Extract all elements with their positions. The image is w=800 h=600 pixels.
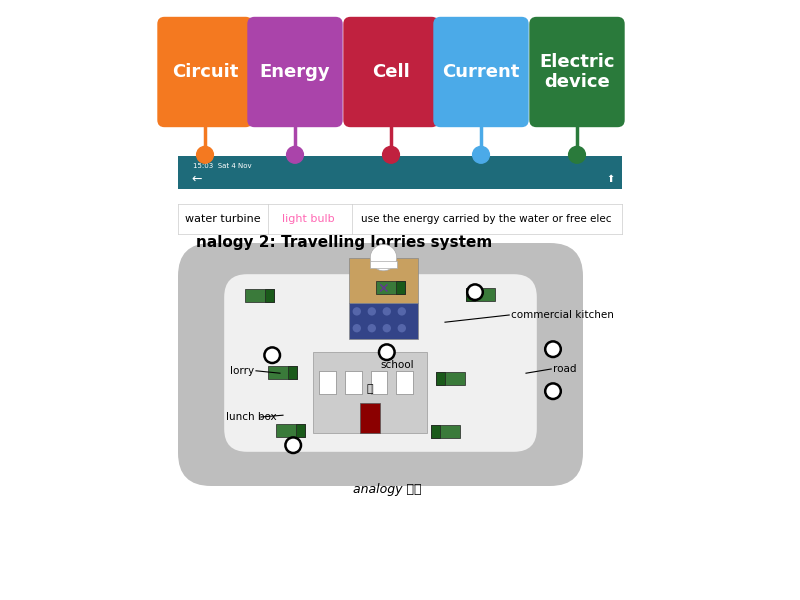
Bar [436,372,465,385]
Text: ✕: ✕ [378,282,390,296]
Bar [431,425,440,438]
FancyBboxPatch shape [434,17,529,127]
Bar [466,288,475,301]
Text: nalogy 2: Travelling lorries system: nalogy 2: Travelling lorries system [196,235,492,251]
Text: Electric
device: Electric device [539,53,614,91]
FancyBboxPatch shape [158,17,253,127]
Text: Energy: Energy [260,63,330,81]
Bar [360,403,380,433]
Circle shape [286,146,303,163]
Bar [288,366,297,379]
Text: ⬆: ⬆ [606,175,614,184]
Circle shape [398,307,406,316]
FancyBboxPatch shape [178,243,583,486]
Bar [178,156,622,189]
Circle shape [353,307,361,316]
Bar [370,371,387,394]
Bar [396,281,405,294]
Text: 15:03  Sat 4 Nov: 15:03 Sat 4 Nov [193,163,252,169]
Circle shape [353,324,361,332]
Circle shape [473,146,490,163]
Bar [397,371,413,394]
Circle shape [382,307,391,316]
Text: ←: ← [192,172,202,185]
Circle shape [368,307,376,316]
Bar [349,258,418,302]
FancyBboxPatch shape [224,274,537,452]
Bar [276,424,305,437]
Bar [265,289,274,302]
Circle shape [546,383,561,399]
Text: school: school [381,360,414,370]
Bar [245,289,274,302]
Circle shape [197,146,214,163]
Circle shape [368,324,376,332]
Bar [349,302,418,339]
Bar [431,425,460,438]
Circle shape [379,344,394,360]
Text: analogy 比喻: analogy 比喻 [353,482,421,496]
FancyBboxPatch shape [530,17,625,127]
Circle shape [398,324,406,332]
Bar [370,260,397,268]
Bar [295,424,305,437]
Circle shape [264,347,280,363]
Circle shape [467,284,483,300]
Text: 🕐: 🕐 [366,383,374,394]
Text: road: road [553,364,577,374]
Bar [313,352,427,433]
Bar [466,288,494,301]
FancyBboxPatch shape [343,17,438,127]
Bar [268,366,297,379]
Circle shape [569,146,586,163]
Circle shape [382,146,399,163]
Text: lorry: lorry [230,366,254,376]
Text: Current: Current [442,63,520,81]
Circle shape [286,437,301,453]
Text: light bulb: light bulb [282,214,335,224]
Circle shape [370,244,397,271]
Bar [345,371,362,394]
Bar [436,372,445,385]
Text: lunch box: lunch box [226,412,277,422]
Circle shape [546,341,561,357]
Text: Cell: Cell [372,63,410,81]
Circle shape [382,324,391,332]
Text: use the energy carried by the water or free elec: use the energy carried by the water or f… [361,214,611,224]
Text: water turbine: water turbine [185,214,261,224]
FancyBboxPatch shape [247,17,342,127]
Bar [376,281,405,294]
Text: commercial kitchen: commercial kitchen [511,310,614,320]
Text: Circuit: Circuit [172,63,238,81]
Bar [319,371,336,394]
